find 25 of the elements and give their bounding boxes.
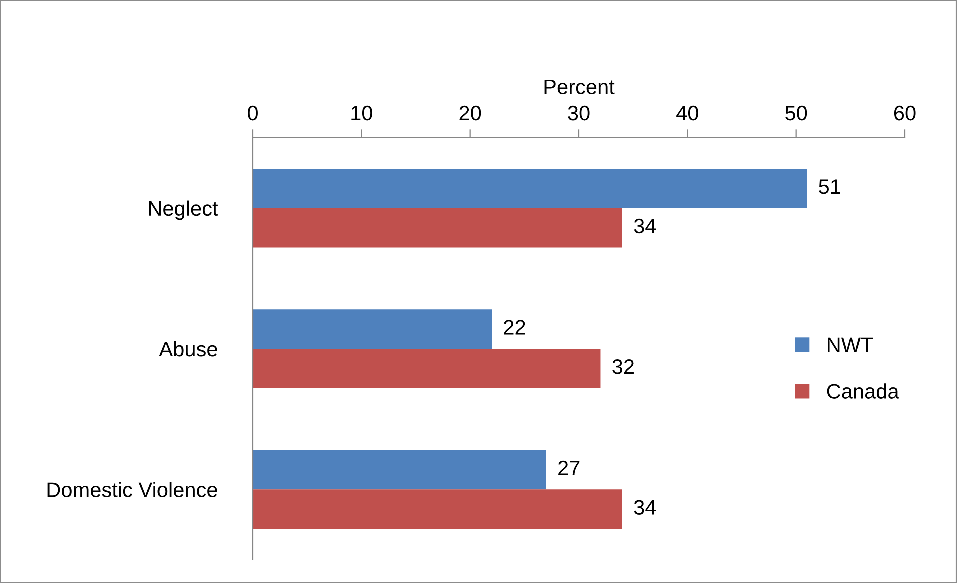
y-tick-label: Neglect — [149, 200, 218, 220]
bar — [253, 490, 622, 530]
y-tick-label: Abuse — [159, 341, 218, 357]
bar — [253, 168, 808, 208]
bar — [253, 208, 622, 248]
x-tick-label: 60 — [894, 106, 916, 121]
x-tick-label: 40 — [676, 106, 698, 121]
data-label: 34 — [634, 500, 656, 515]
x-axis-title: Percent — [544, 80, 615, 94]
data-label: 22 — [504, 320, 526, 335]
data-label: 51 — [819, 180, 840, 194]
data-label: 34 — [634, 218, 656, 234]
data-label: 27 — [558, 460, 580, 476]
x-tick-label: 0 — [248, 106, 258, 121]
bar — [253, 349, 601, 388]
x-tick-label: 10 — [352, 106, 372, 121]
legend-label: NWT — [828, 338, 874, 352]
legend-label: Canada — [827, 384, 900, 399]
y-tick-label: Domestic Violence — [48, 482, 218, 498]
x-tick-label: 20 — [460, 106, 482, 121]
bar — [253, 450, 546, 490]
bar — [253, 310, 492, 349]
x-tick-label: 30 — [568, 106, 590, 121]
data-label: 32 — [612, 360, 634, 374]
x-tick-label: 50 — [786, 106, 808, 121]
